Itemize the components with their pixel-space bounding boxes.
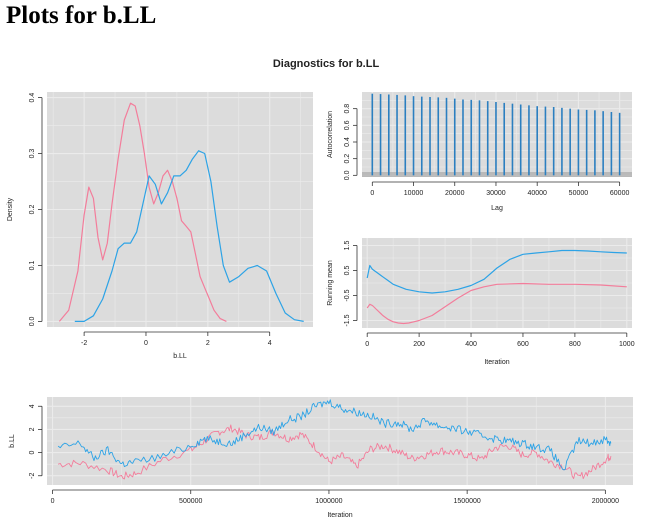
- trace-y-label: b.LL: [9, 434, 16, 448]
- x-tick-label: 0: [370, 190, 374, 197]
- x-tick-label: 30000: [486, 190, 506, 197]
- x-tick-label: 500000: [179, 498, 202, 505]
- panel-acf: 0 10000 20000 30000 40000 50000 60000 0.0 0.2 0.4…: [327, 92, 632, 212]
- x-tick-label: 0: [144, 340, 148, 347]
- y-tick-label: 0.0: [344, 170, 351, 180]
- page-title: Plots for b.LL: [6, 2, 157, 29]
- y-tick-label: 0.6: [344, 120, 351, 130]
- y-tick-label: 0.5: [344, 266, 351, 276]
- density-grid: [47, 92, 313, 327]
- x-tick-label: 2: [206, 340, 210, 347]
- x-tick-label: 400: [465, 341, 477, 348]
- x-tick-label: 10000: [404, 190, 424, 197]
- acf-background: [362, 92, 632, 177]
- x-tick-label: 200: [413, 341, 425, 348]
- y-tick-label: -1.5: [344, 314, 351, 326]
- density-series-line: [58, 102, 227, 322]
- y-tick-label: 0.2: [29, 205, 36, 215]
- x-tick-label: 60000: [610, 190, 630, 197]
- x-tick-label: 20000: [445, 190, 465, 197]
- y-tick-label: 0: [29, 451, 36, 455]
- y-tick-label: 0.1: [29, 260, 36, 270]
- y-tick-label: 0.4: [29, 93, 36, 103]
- running-mean-series-line: [366, 249, 627, 294]
- density-series-line: [74, 150, 304, 322]
- x-tick-label: 600: [517, 341, 529, 348]
- running-mean-series-line: [366, 282, 627, 325]
- y-tick-label: -0.5: [344, 289, 351, 301]
- running-mean-x-label: Iteration: [484, 359, 509, 366]
- x-tick-label: 40000: [527, 190, 547, 197]
- x-tick-label: 0: [365, 341, 369, 348]
- x-tick-label: 0: [51, 498, 55, 505]
- x-tick-label: 50000: [569, 190, 589, 197]
- trace-series-line: [57, 399, 612, 471]
- y-tick-label: 0.3: [29, 149, 36, 159]
- figure-title: Diagnostics for b.LL: [273, 58, 380, 70]
- x-tick-label: -2: [81, 340, 87, 347]
- y-tick-label: 0.4: [344, 137, 351, 147]
- y-tick-label: 4: [29, 404, 36, 408]
- density-x-label: b.LL: [173, 353, 187, 360]
- trace-grid: [47, 397, 633, 485]
- x-tick-label: 1500000: [454, 498, 481, 505]
- x-tick-label: 4: [268, 340, 272, 347]
- x-tick-label: 1000000: [315, 498, 342, 505]
- acf-y-label: Autocorrelation: [327, 111, 334, 158]
- y-tick-label: 2: [29, 427, 36, 431]
- panel-trace: 0 500000 1000000 1500000 2000000 -2 0 2 4 Iterati…: [9, 397, 633, 519]
- acf-x-label: Lag: [491, 205, 503, 212]
- trace-x-label: Iteration: [327, 512, 352, 519]
- x-tick-label: 1000: [619, 341, 635, 348]
- y-tick-label: 0.2: [344, 154, 351, 164]
- x-tick-label: 2000000: [592, 498, 619, 505]
- panel-running-mean: 0 200 400 600 800 1000 -1.5 -0.5 0.5 1.5 Iteration…: [327, 238, 635, 366]
- running-mean-y-label: Running mean: [327, 260, 334, 306]
- panel-density: -2 0 2 4 0.0 0.1 0.2 0.3 0.4 b.LL Density: [7, 92, 313, 360]
- y-tick-label: 0.0: [29, 316, 36, 326]
- y-tick-label: 0.8: [344, 104, 351, 114]
- acf-confidence-band: [362, 172, 632, 177]
- trace-series-line: [57, 424, 612, 480]
- y-tick-label: -2: [29, 473, 36, 479]
- y-tick-label: 1.5: [344, 241, 351, 251]
- density-y-label: Density: [7, 197, 14, 221]
- x-tick-label: 800: [569, 341, 581, 348]
